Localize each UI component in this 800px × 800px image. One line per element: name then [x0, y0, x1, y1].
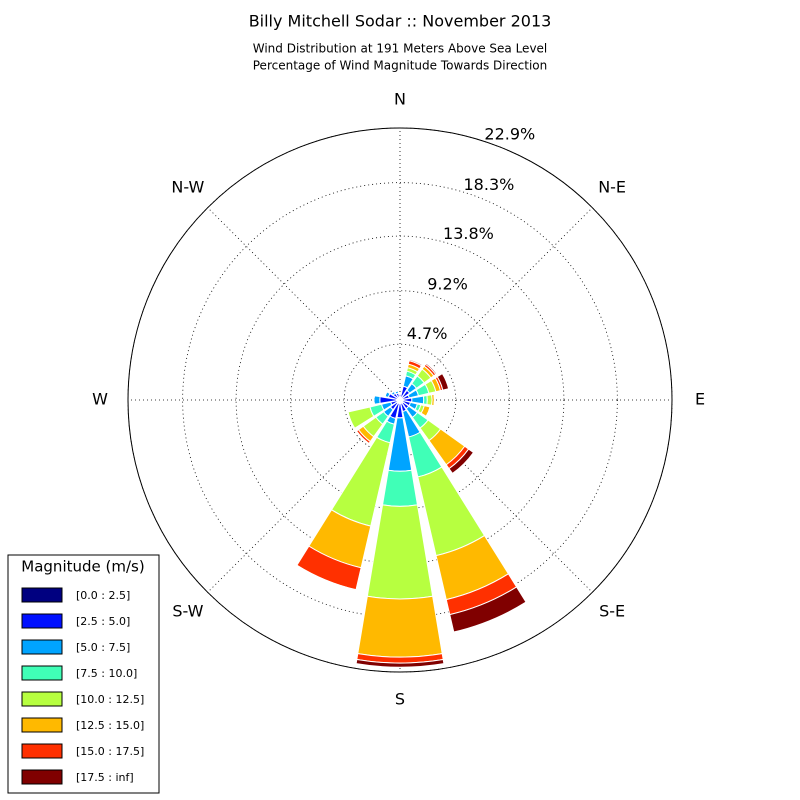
rose-segment: [425, 406, 431, 417]
legend-label: [10.0 : 12.5]: [76, 693, 144, 706]
legend-swatch: [21, 717, 63, 733]
rose-segment: [357, 595, 443, 658]
legend-label: [15.0 : 17.5]: [76, 745, 144, 758]
direction-label: E: [695, 390, 705, 409]
r-tick-label: 18.3%: [464, 175, 515, 194]
rose-segment: [448, 448, 475, 475]
rose-segment: [381, 469, 419, 507]
legend-title: Magnitude (m/s): [21, 558, 144, 576]
rose-segment: [296, 564, 357, 591]
direction-label: W: [92, 390, 108, 409]
rose-segment: [347, 411, 356, 429]
legend-label: [12.5 : 15.0]: [76, 719, 144, 732]
legend-swatch: [21, 665, 63, 681]
rose-segment: [366, 504, 434, 600]
direction-label: S-E: [599, 602, 625, 621]
legend-swatch: [21, 743, 63, 759]
legend-label: [2.5 : 5.0]: [76, 615, 130, 628]
rose-segment: [355, 658, 445, 668]
rose-segment: [384, 391, 388, 397]
rose-segment: [449, 586, 527, 633]
rose-segment: [436, 372, 450, 391]
chart-subtitle: Percentage of Wind Magnitude Towards Dir…: [253, 59, 547, 73]
direction-label: S-W: [172, 602, 203, 621]
spoke: [207, 399, 401, 593]
spoke: [207, 207, 401, 401]
legend-label: [17.5 : inf]: [76, 771, 134, 784]
rose-segment: [373, 395, 381, 405]
rose-segment: [394, 390, 398, 393]
rose-segment: [424, 362, 438, 376]
spoke: [399, 399, 593, 593]
r-tick-label: 22.9%: [484, 124, 535, 143]
direction-label: N-E: [598, 177, 626, 196]
r-tick-label: 13.8%: [443, 224, 494, 243]
grid-ring: [235, 235, 565, 565]
direction-label: N-W: [171, 177, 204, 196]
r-tick-label: 9.2%: [427, 275, 468, 294]
chart-title: Billy Mitchell Sodar :: November 2013: [249, 12, 552, 31]
legend-swatch: [21, 769, 63, 785]
legend-label: [7.5 : 10.0]: [76, 667, 137, 680]
direction-label: S: [395, 690, 405, 709]
rose-segment: [390, 390, 395, 395]
direction-label: N: [394, 90, 406, 109]
legend-label: [0.0 : 2.5]: [76, 589, 130, 602]
spoke: [399, 207, 593, 401]
legend-label: [5.0 : 7.5]: [76, 641, 130, 654]
legend-swatch: [21, 691, 63, 707]
legend-swatch: [21, 613, 63, 629]
rose-segment: [426, 394, 433, 406]
grid-ring: [182, 182, 618, 618]
legend-swatch: [21, 639, 63, 655]
rose-segment: [408, 358, 423, 367]
chart-subtitle: Wind Distribution at 191 Meters Above Se…: [253, 42, 548, 56]
legend-swatch: [21, 587, 63, 603]
grid-ring: [343, 343, 457, 457]
r-tick-label: 4.7%: [407, 324, 448, 343]
grid-ring: [127, 127, 673, 673]
grid-ring: [290, 290, 510, 510]
